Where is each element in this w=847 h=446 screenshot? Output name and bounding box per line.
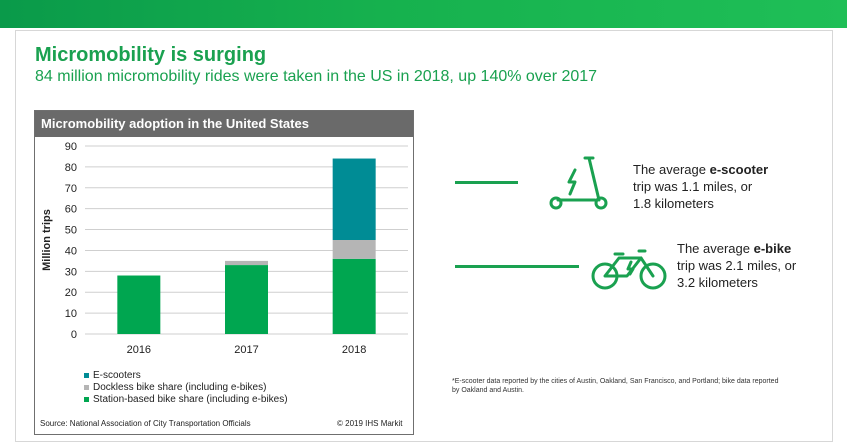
bar-segment — [332, 258, 376, 334]
scooter-info-pre: The average — [633, 162, 710, 177]
bike-info-bold: e-bike — [753, 241, 792, 256]
legend-swatch-dockless — [84, 384, 89, 390]
legend-item-e-scooters: E-scooters — [84, 369, 288, 381]
x-tick-label: 2018 — [342, 344, 366, 356]
slide-frame — [15, 30, 833, 442]
bike-info-line2: trip was 2.1 miles, or — [677, 258, 797, 273]
top-banner — [0, 0, 847, 28]
y-tick-label: 90 — [65, 141, 77, 153]
legend-swatch-e-scooters — [84, 372, 89, 378]
y-tick-label: 70 — [65, 183, 77, 195]
bar-segment — [225, 260, 268, 266]
y-tick-label: 50 — [65, 225, 77, 237]
bike-info-line1: The average e-bike — [677, 240, 796, 257]
legend-swatch-station-based — [84, 396, 89, 402]
scooter-info-line3: 1.8 kilometers — [633, 196, 714, 211]
bike-info-line3: 3.2 kilometers — [677, 275, 758, 290]
copyright-note: © 2019 IHS Markit — [337, 419, 403, 428]
y-tick-label: 0 — [71, 329, 77, 341]
page-subtitle: 84 million micromobility rides were take… — [35, 68, 598, 85]
y-tick-label: 30 — [65, 266, 77, 278]
y-axis-label: Million trips — [41, 209, 53, 271]
bike-divider-line — [455, 265, 579, 268]
scooter-info-text: The average e-scooter trip was 1.1 miles… — [633, 161, 768, 212]
y-tick-label: 60 — [65, 204, 77, 216]
y-tick-label: 10 — [65, 308, 77, 320]
bar-segment — [117, 275, 161, 334]
source-note: Source: National Association of City Tra… — [40, 419, 251, 428]
e-bike-icon — [591, 249, 667, 290]
bar-segment — [332, 240, 376, 259]
y-tick-label: 80 — [65, 162, 77, 174]
y-tick-label: 40 — [65, 245, 77, 257]
scooter-divider-line — [455, 181, 518, 184]
chart-panel: Micromobility adoption in the United Sta… — [34, 110, 414, 435]
legend-item-dockless: Dockless bike share (including e-bikes) — [84, 381, 288, 393]
legend-label: Dockless bike share (including e-bikes) — [93, 381, 267, 393]
x-tick-label: 2017 — [234, 344, 258, 356]
y-tick-label: 20 — [65, 287, 77, 299]
scooter-info-line1: The average e-scooter — [633, 161, 768, 178]
legend-label: E-scooters — [93, 369, 141, 381]
page-title: Micromobility is surging — [35, 44, 267, 66]
legend-label: Station-based bike share (including e-bi… — [93, 393, 288, 405]
chart-legend: E-scooters Dockless bike share (includin… — [84, 369, 288, 405]
scooter-info-line2: trip was 1.1 miles, or — [633, 179, 753, 194]
legend-item-station-based: Station-based bike share (including e-bi… — [84, 393, 288, 405]
bar-segment — [225, 265, 268, 334]
bike-info-pre: The average — [677, 241, 754, 256]
bike-info-text: The average e-bike trip was 2.1 miles, o… — [677, 240, 796, 291]
footnote: *E-scooter data reported by the cities o… — [452, 378, 779, 394]
bar-segment — [332, 158, 376, 240]
scooter-info-bold: e-scooter — [709, 162, 769, 177]
chart-title: Micromobility adoption in the United Sta… — [35, 111, 413, 137]
x-tick-label: 2016 — [127, 344, 151, 356]
e-scooter-icon — [549, 156, 608, 210]
